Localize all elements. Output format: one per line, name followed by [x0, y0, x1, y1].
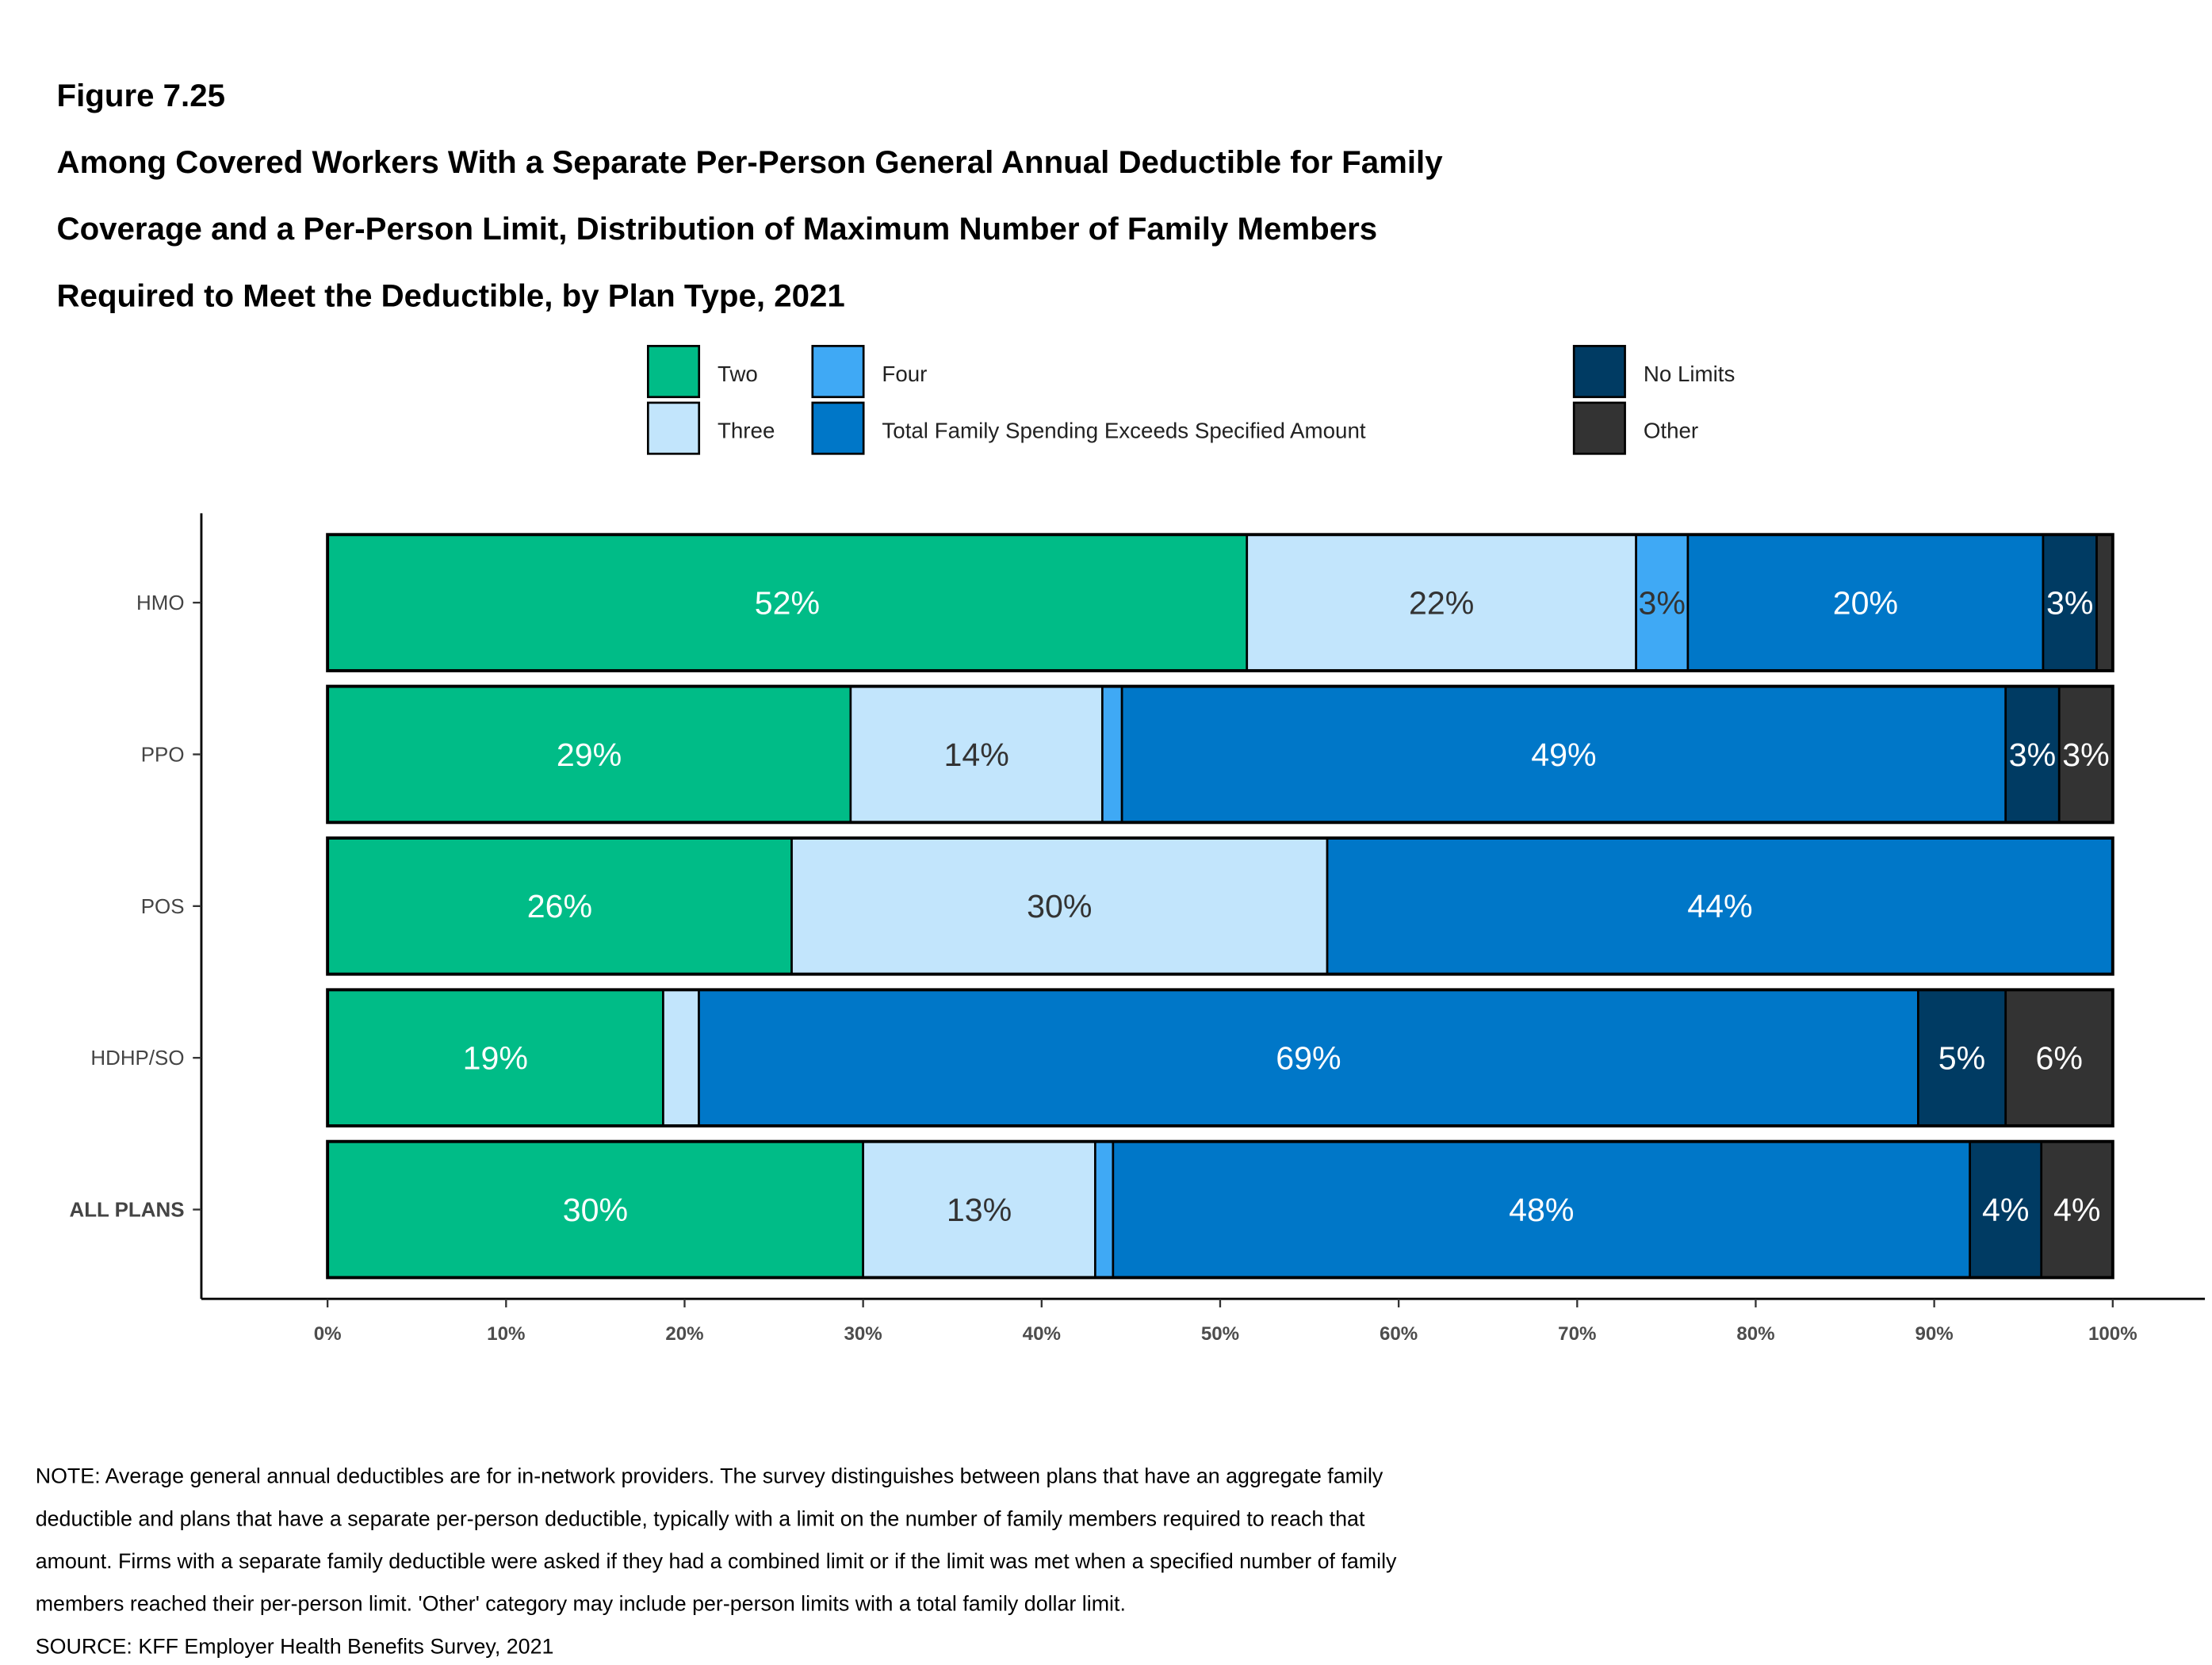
- bar-segment: [326, 685, 852, 824]
- bar-outline: [326, 1139, 2114, 1280]
- bar-segment: [326, 988, 664, 1127]
- x-tick-label: 10%: [487, 1323, 525, 1345]
- bar-segment: [1101, 685, 1123, 824]
- legend-label: Three: [718, 419, 775, 443]
- legend-label: Total Family Spending Exceeds Specified …: [882, 419, 1365, 443]
- legend-swatch: [646, 401, 701, 455]
- data-label: 14%: [943, 737, 1008, 773]
- category-label: POS: [141, 896, 185, 918]
- source-line: SOURCE: KFF Employer Health Benefits Sur…: [36, 1634, 554, 1658]
- category-label: ALL PLANS: [70, 1199, 185, 1221]
- bar-outline: [326, 533, 2114, 672]
- data-label: 3%: [2009, 737, 2056, 773]
- data-label: 4%: [1982, 1192, 2029, 1228]
- x-tick-label: 70%: [1558, 1323, 1596, 1345]
- x-tick-label: 0%: [314, 1323, 342, 1345]
- note-line: NOTE: Average general annual deductibles…: [36, 1464, 1383, 1488]
- x-tick-label: 40%: [1023, 1323, 1061, 1345]
- bar-outline: [326, 988, 2114, 1127]
- bar-segment: [326, 533, 1249, 672]
- category-label: PPO: [141, 744, 185, 766]
- bar-segment: [326, 836, 793, 976]
- legend-swatch: [1572, 345, 1626, 399]
- data-label: 5%: [1938, 1039, 1985, 1076]
- data-label: 3%: [1639, 584, 1686, 621]
- title-line-3: Required to Meet the Deductible, by Plan…: [57, 278, 845, 313]
- bar-outline: [326, 836, 2114, 976]
- data-label: 69%: [1276, 1039, 1341, 1076]
- title-line-2: Coverage and a Per-Person Limit, Distrib…: [57, 211, 1378, 247]
- note-line: amount. Firms with a separate family ded…: [36, 1549, 1397, 1573]
- bar-outline: [326, 684, 2114, 825]
- data-label: 13%: [947, 1192, 1012, 1228]
- category-label: HDHP/SO: [90, 1047, 184, 1070]
- data-label: 22%: [1409, 584, 1474, 621]
- data-label: 3%: [2046, 584, 2093, 621]
- legend-label: Four: [882, 362, 927, 386]
- data-label: 3%: [2062, 737, 2109, 773]
- x-tick-label: 90%: [1915, 1323, 1953, 1345]
- data-label: 44%: [1687, 888, 1752, 924]
- data-label: 29%: [557, 737, 622, 773]
- bar-segment: [1094, 1140, 1115, 1279]
- legend-swatch: [811, 345, 865, 399]
- bar-segment: [662, 988, 700, 1127]
- notes: NOTE: Average general annual deductibles…: [36, 1464, 1397, 1659]
- bars: 52% 22% 3% 20% 3%29% 14% 49% 3% 3%26% 30% 44%19% 69…: [326, 533, 2114, 1280]
- x-tick-label: 60%: [1380, 1323, 1418, 1345]
- note-line: members reached their per-person limit. …: [36, 1592, 1126, 1616]
- legend-label: No Limits: [1644, 362, 1736, 386]
- x-tick-label: 100%: [2088, 1323, 2137, 1345]
- legend-label: Two: [718, 362, 758, 386]
- data-label: 26%: [527, 888, 592, 924]
- bar-segment: [1112, 1140, 1972, 1279]
- bar-segment: [1120, 685, 2007, 824]
- category-label: HMO: [136, 592, 184, 614]
- data-label: 30%: [1027, 888, 1092, 924]
- x-tick-label: 30%: [844, 1323, 882, 1345]
- bar-segment: [326, 1140, 864, 1279]
- figure-label: Figure 7.25: [57, 78, 225, 113]
- data-label: 6%: [2036, 1039, 2083, 1076]
- bar-segment: [1246, 533, 1637, 672]
- title-line-1: Among Covered Workers With a Separate Pe…: [57, 144, 1444, 180]
- data-label: 20%: [1833, 584, 1898, 621]
- note-line: deductible and plans that have a separat…: [36, 1506, 1365, 1530]
- legend: Two Three Four Total Family Spending Exceed…: [646, 345, 1736, 455]
- bar-segment: [849, 685, 1104, 824]
- legend-label: Other: [1644, 419, 1698, 443]
- bar-segment: [790, 836, 1329, 976]
- axes: HMO PPO POS HDHP/SO ALL PLANS 0% 10% 20% 30% 40% 5…: [70, 513, 2206, 1345]
- data-label: 19%: [463, 1039, 528, 1076]
- bar-segment: [2095, 533, 2114, 672]
- legend-swatch: [811, 401, 865, 455]
- data-label: 4%: [2053, 1192, 2100, 1228]
- data-label: 49%: [1531, 737, 1596, 773]
- x-tick-label: 20%: [665, 1323, 703, 1345]
- bar-segment: [2004, 685, 2061, 824]
- legend-swatch: [646, 345, 701, 399]
- data-label: 48%: [1509, 1192, 1574, 1228]
- legend-swatch: [1572, 401, 1626, 455]
- data-label: 30%: [563, 1192, 628, 1228]
- data-label: 52%: [755, 584, 820, 621]
- x-tick-label: 80%: [1736, 1323, 1774, 1345]
- bar-segment: [1686, 533, 2045, 672]
- x-tick-label: 50%: [1201, 1323, 1239, 1345]
- bar-segment: [1326, 836, 2114, 976]
